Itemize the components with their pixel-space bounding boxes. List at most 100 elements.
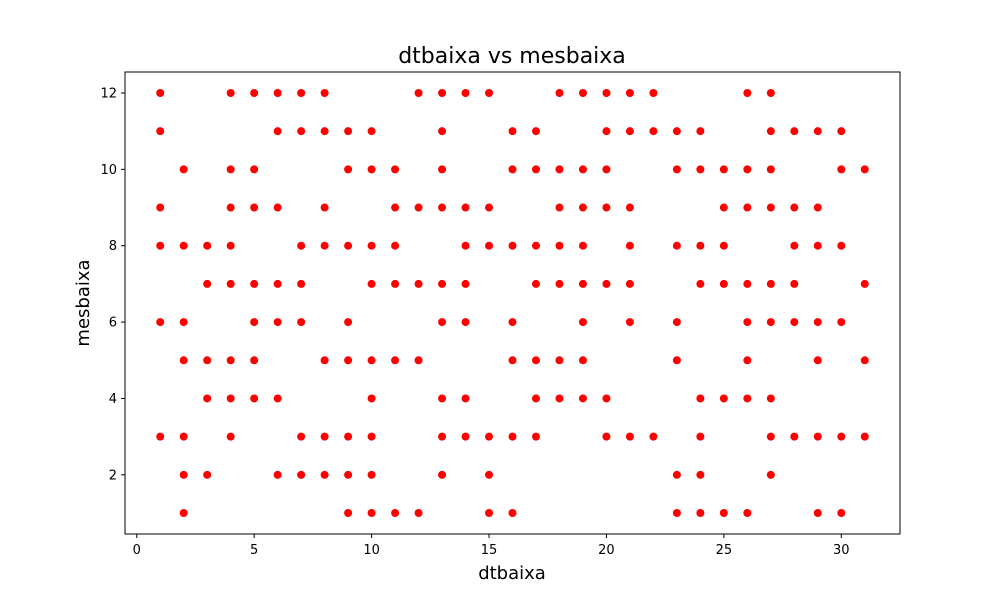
- data-point: [672, 356, 681, 365]
- data-point: [766, 279, 775, 288]
- x-tick-label: 5: [250, 543, 258, 558]
- data-point: [766, 470, 775, 479]
- data-point: [485, 432, 494, 441]
- data-point: [179, 509, 188, 517]
- data-point: [837, 241, 846, 250]
- data-point: [391, 279, 400, 288]
- data-point: [649, 432, 658, 441]
- data-point: [766, 394, 775, 403]
- x-axis-label: dtbaixa: [478, 563, 546, 584]
- data-point: [226, 89, 235, 97]
- data-point: [203, 356, 212, 365]
- data-point: [531, 356, 540, 365]
- data-point: [719, 241, 728, 250]
- data-point: [837, 509, 846, 517]
- data-point: [813, 356, 822, 365]
- chart-title: dtbaixa vs mesbaixa: [398, 44, 626, 69]
- data-point: [297, 432, 306, 441]
- data-point: [837, 432, 846, 441]
- data-point: [602, 127, 611, 136]
- y-tick-label: 8: [109, 239, 117, 254]
- data-point: [226, 165, 235, 174]
- data-point: [602, 165, 611, 174]
- data-point: [719, 165, 728, 174]
- data-point: [156, 432, 165, 441]
- data-point: [250, 318, 259, 327]
- data-point: [438, 127, 447, 136]
- data-point: [156, 241, 165, 250]
- x-tick-label: 15: [481, 543, 498, 558]
- data-point: [273, 318, 282, 327]
- data-point: [461, 203, 470, 212]
- y-tick-label: 6: [109, 316, 117, 331]
- data-point: [555, 203, 564, 212]
- data-point: [578, 203, 587, 212]
- data-point: [179, 318, 188, 327]
- data-point: [344, 470, 353, 479]
- data-point: [578, 318, 587, 327]
- data-point: [179, 356, 188, 365]
- data-point: [531, 279, 540, 288]
- data-point: [813, 509, 822, 517]
- data-point: [766, 165, 775, 174]
- data-point: [719, 394, 728, 403]
- data-point: [391, 203, 400, 212]
- data-point: [320, 127, 329, 136]
- data-point: [438, 203, 447, 212]
- data-point: [625, 89, 634, 97]
- data-point: [696, 241, 705, 250]
- data-point: [203, 241, 212, 250]
- data-point: [696, 165, 705, 174]
- data-point: [485, 241, 494, 250]
- data-point: [367, 432, 376, 441]
- data-point: [226, 432, 235, 441]
- data-point: [250, 203, 259, 212]
- data-point: [250, 394, 259, 403]
- data-point: [766, 318, 775, 327]
- data-point: [367, 356, 376, 365]
- data-point: [273, 89, 282, 97]
- data-point: [743, 394, 752, 403]
- data-point: [297, 318, 306, 327]
- data-point: [555, 165, 564, 174]
- data-point: [391, 356, 400, 365]
- data-point: [555, 89, 564, 97]
- data-point: [743, 203, 752, 212]
- data-point: [696, 470, 705, 479]
- data-point: [438, 165, 447, 174]
- data-point: [508, 432, 517, 441]
- data-point: [555, 356, 564, 365]
- data-point: [555, 394, 564, 403]
- data-point: [156, 127, 165, 136]
- data-point: [625, 241, 634, 250]
- data-point: [344, 165, 353, 174]
- data-point: [790, 127, 799, 136]
- data-point: [179, 470, 188, 479]
- data-point: [226, 241, 235, 250]
- data-point: [273, 127, 282, 136]
- data-point: [719, 509, 728, 517]
- data-point: [438, 318, 447, 327]
- data-point: [461, 89, 470, 97]
- data-point: [743, 89, 752, 97]
- data-point: [508, 318, 517, 327]
- data-point: [625, 279, 634, 288]
- data-point: [438, 279, 447, 288]
- data-point: [156, 203, 165, 212]
- data-point: [672, 470, 681, 479]
- data-point: [602, 432, 611, 441]
- data-point: [790, 203, 799, 212]
- data-point: [485, 509, 494, 517]
- data-point: [297, 470, 306, 479]
- data-point: [860, 432, 869, 441]
- x-tick-label: 30: [833, 543, 850, 558]
- data-point: [273, 394, 282, 403]
- data-point: [625, 318, 634, 327]
- data-point: [203, 394, 212, 403]
- data-point: [344, 356, 353, 365]
- data-point: [766, 127, 775, 136]
- data-point: [625, 432, 634, 441]
- data-point: [790, 318, 799, 327]
- data-point: [367, 165, 376, 174]
